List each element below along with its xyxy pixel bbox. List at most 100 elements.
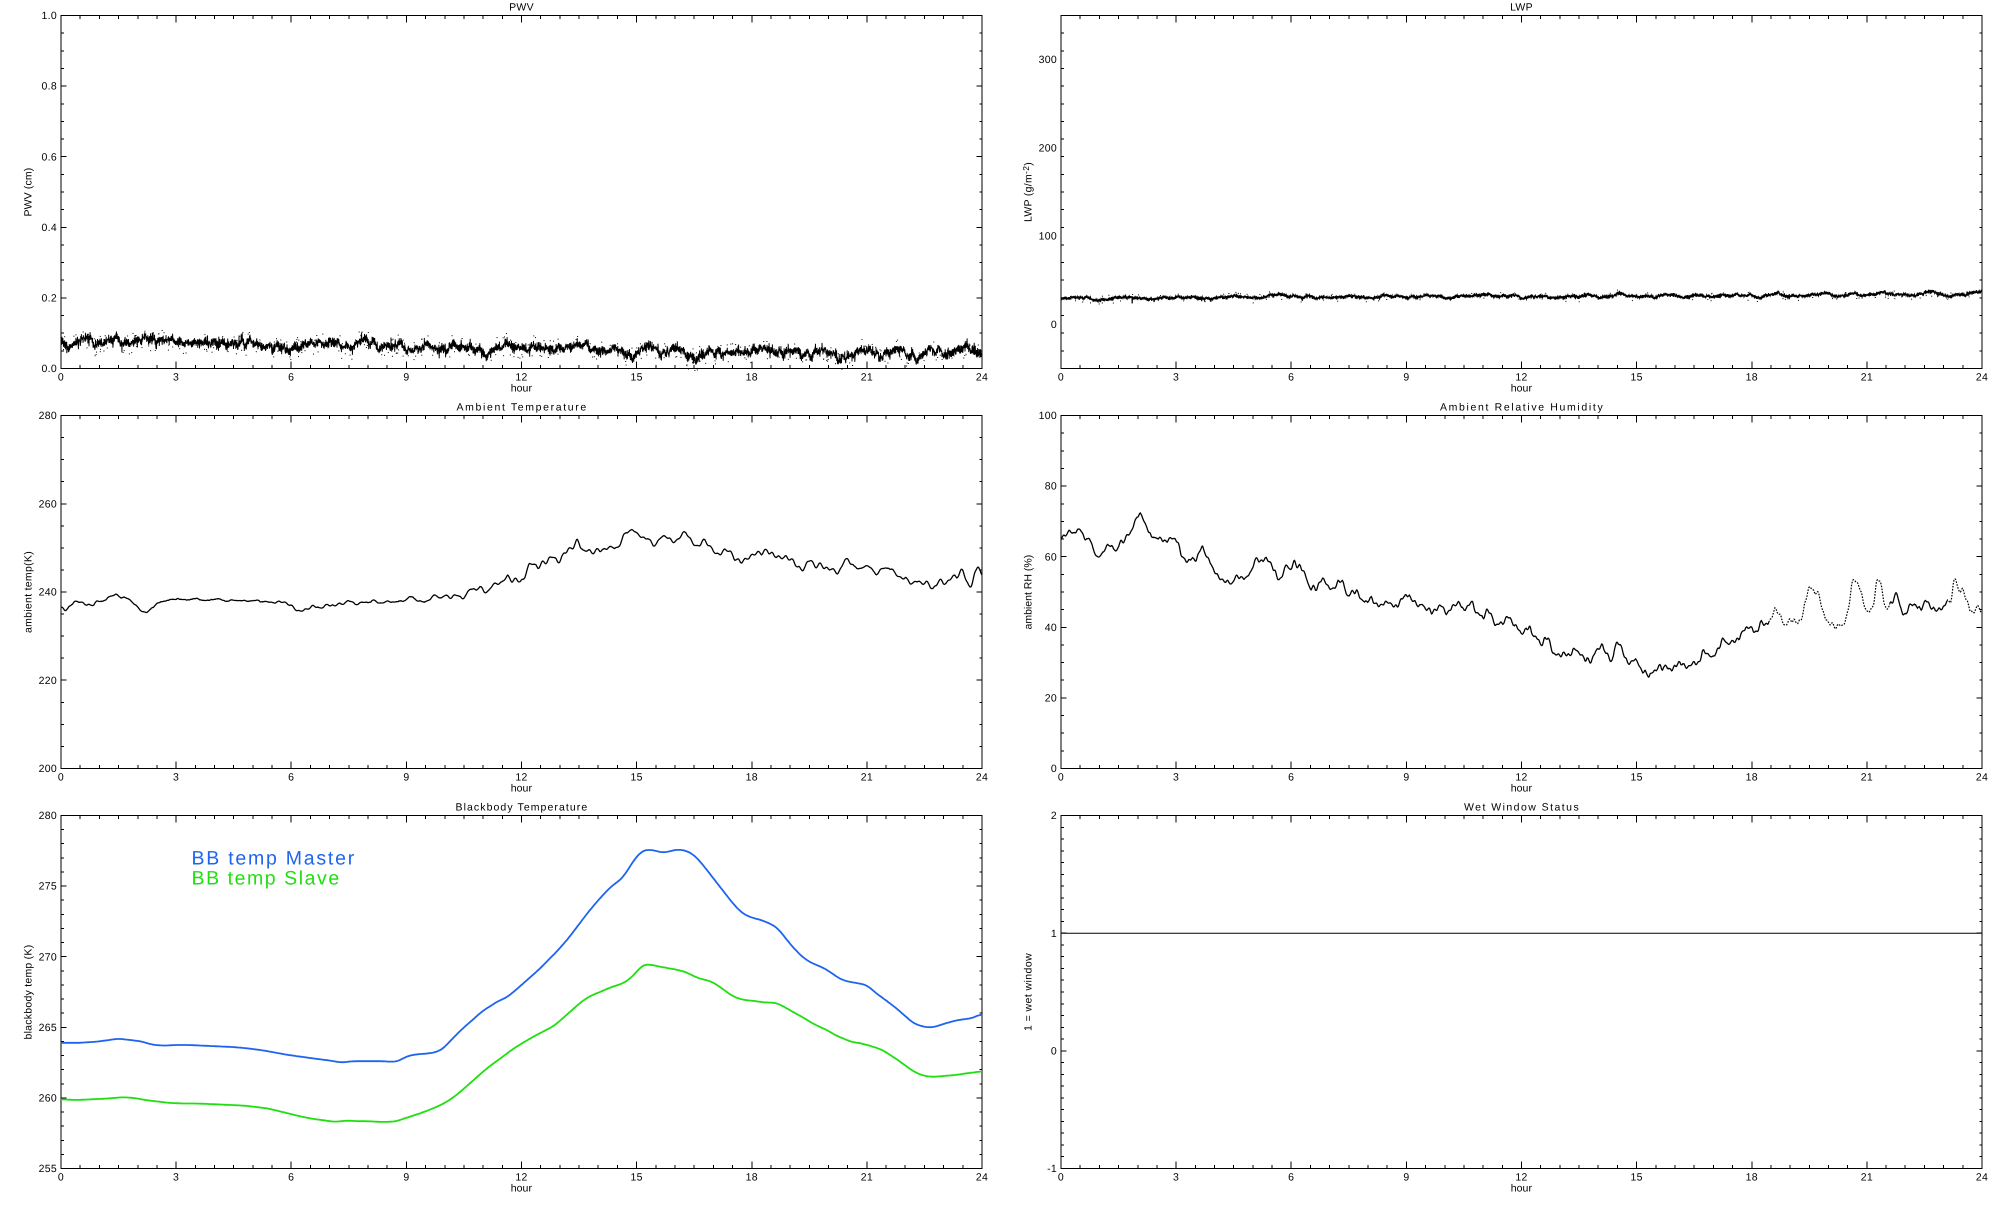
svg-text:0.8: 0.8 [42,81,58,93]
svg-text:24: 24 [1976,372,1988,384]
svg-text:24: 24 [1976,772,1988,784]
svg-text:9: 9 [403,372,409,384]
svg-text:hour: hour [1511,783,1533,795]
svg-text:1: 1 [1051,928,1057,940]
svg-text:15: 15 [630,1172,642,1184]
svg-text:21: 21 [861,772,873,784]
svg-text:200: 200 [1039,143,1057,155]
svg-text:Blackbody Temperature: Blackbody Temperature [456,802,588,814]
svg-text:21: 21 [861,1172,873,1184]
svg-text:0: 0 [1058,772,1064,784]
svg-text:15: 15 [1630,1172,1642,1184]
svg-text:12: 12 [1515,772,1527,784]
svg-text:15: 15 [1630,772,1642,784]
svg-text:24: 24 [1976,1172,1988,1184]
svg-text:2: 2 [1051,810,1057,822]
svg-text:hour: hour [511,1183,533,1195]
svg-text:18: 18 [1746,372,1758,384]
svg-text:220: 220 [39,675,57,687]
svg-text:3: 3 [173,772,179,784]
svg-text:0.6: 0.6 [42,151,58,163]
svg-text:PWV: PWV [509,2,534,14]
svg-text:15: 15 [630,772,642,784]
svg-text:0: 0 [1051,763,1057,775]
svg-text:hour: hour [1511,1183,1533,1195]
svg-text:0.2: 0.2 [42,293,58,305]
svg-text:21: 21 [1861,372,1873,384]
svg-text:60: 60 [1045,551,1057,563]
svg-text:LWP: LWP [1510,2,1533,14]
svg-text:0: 0 [1051,319,1057,331]
svg-text:40: 40 [1045,622,1057,634]
svg-text:6: 6 [1288,1172,1294,1184]
svg-text:0: 0 [1051,1045,1057,1057]
svg-text:18: 18 [746,372,758,384]
svg-text:12: 12 [515,1172,527,1184]
svg-text:3: 3 [173,1172,179,1184]
svg-text:0.4: 0.4 [42,222,58,234]
svg-text:hour: hour [511,783,533,795]
svg-text:1.0: 1.0 [42,10,58,22]
svg-text:18: 18 [1746,1172,1758,1184]
svg-text:18: 18 [1746,772,1758,784]
svg-text:20: 20 [1045,693,1057,705]
svg-text:0: 0 [1058,372,1064,384]
svg-text:hour: hour [1511,383,1533,395]
svg-text:0: 0 [1058,1172,1064,1184]
svg-text:12: 12 [515,372,527,384]
svg-text:hour: hour [511,383,533,395]
svg-text:6: 6 [1288,772,1294,784]
svg-text:24: 24 [976,372,988,384]
svg-text:Wet Window Status: Wet Window Status [1464,802,1579,814]
svg-text:24: 24 [976,772,988,784]
svg-text:0: 0 [58,372,64,384]
svg-text:9: 9 [1403,1172,1409,1184]
svg-text:12: 12 [515,772,527,784]
svg-text:LWP (g/m-2): LWP (g/m-2) [1021,162,1035,222]
svg-text:ambient temp(K): ambient temp(K) [22,551,34,633]
svg-text:3: 3 [1173,372,1179,384]
svg-text:ambient RH (%): ambient RH (%) [1022,555,1034,630]
svg-text:BB temp Master: BB temp Master [192,848,355,870]
svg-text:24: 24 [976,1172,988,1184]
svg-text:6: 6 [288,372,294,384]
svg-text:-1: -1 [1047,1163,1057,1175]
svg-text:260: 260 [39,498,57,510]
svg-text:280: 280 [39,410,57,422]
svg-text:6: 6 [1288,372,1294,384]
svg-text:1 = wet window: 1 = wet window [1022,953,1034,1031]
svg-text:0: 0 [58,772,64,784]
svg-text:6: 6 [288,1172,294,1184]
svg-text:3: 3 [1173,1172,1179,1184]
svg-text:0: 0 [58,1172,64,1184]
svg-text:6: 6 [288,772,294,784]
svg-text:280: 280 [39,810,57,822]
svg-text:270: 270 [39,951,57,963]
svg-text:PWV (cm): PWV (cm) [22,168,34,217]
svg-text:100: 100 [1039,410,1057,422]
svg-text:200: 200 [39,763,57,775]
svg-text:100: 100 [1039,231,1057,243]
svg-text:15: 15 [630,372,642,384]
svg-text:21: 21 [861,372,873,384]
svg-text:9: 9 [1403,772,1409,784]
svg-text:80: 80 [1045,481,1057,493]
svg-text:18: 18 [746,772,758,784]
svg-text:275: 275 [39,881,57,893]
svg-text:240: 240 [39,587,57,599]
svg-text:300: 300 [1039,54,1057,66]
svg-text:0.0: 0.0 [42,363,58,375]
svg-text:blackbody temp (K): blackbody temp (K) [22,945,34,1040]
svg-text:9: 9 [1403,372,1409,384]
svg-text:255: 255 [39,1163,57,1175]
svg-text:9: 9 [403,1172,409,1184]
svg-text:260: 260 [39,1093,57,1105]
svg-text:265: 265 [39,1022,57,1034]
svg-text:12: 12 [1515,1172,1527,1184]
svg-text:18: 18 [746,1172,758,1184]
svg-text:Ambient Temperature: Ambient Temperature [457,402,587,414]
svg-text:12: 12 [1515,372,1527,384]
svg-text:BB temp Slave: BB temp Slave [192,868,340,890]
svg-text:3: 3 [173,372,179,384]
svg-text:21: 21 [1861,772,1873,784]
